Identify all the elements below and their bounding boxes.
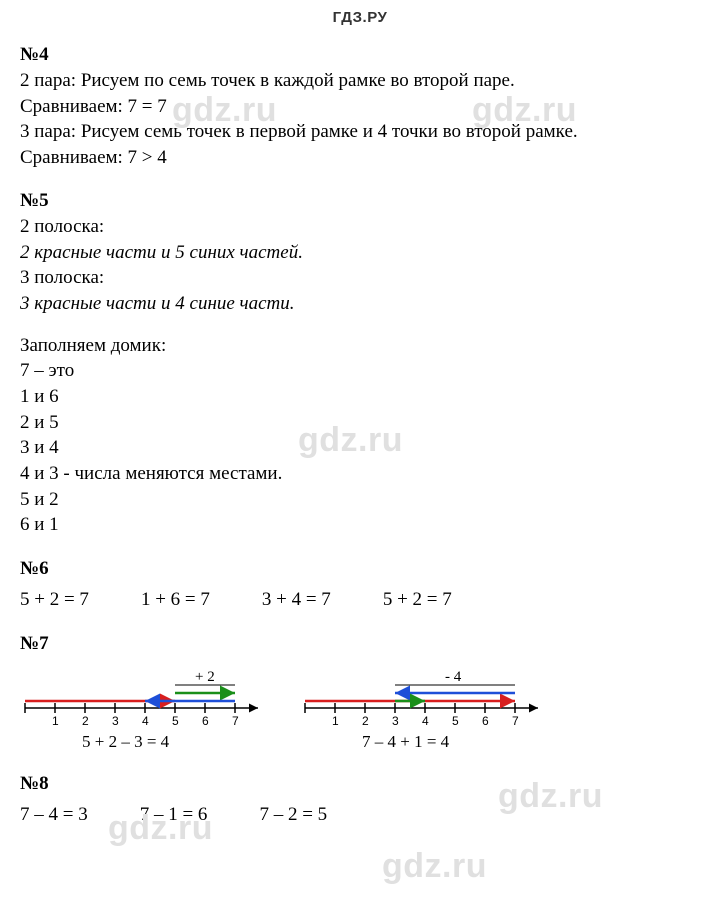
tick-label: 2	[362, 714, 369, 728]
numberline-1: 1 2 3 4 5 6 7 + 2 5 + 2 – 3 = 4	[20, 663, 270, 753]
heading-6: №6	[20, 556, 700, 582]
tick-label: 2	[82, 714, 89, 728]
text-line: 2 пара: Рисуем по семь точек в каждой ра…	[20, 68, 700, 94]
text-line: 3 красные части и 4 синие части.	[20, 291, 700, 317]
tick-label: 5	[172, 714, 179, 728]
op-label: + 2	[195, 669, 215, 685]
expression: 5 + 2 – 3 = 4	[82, 732, 170, 751]
equation: 7 – 2 = 5	[259, 802, 327, 828]
tick-label: 1	[52, 714, 59, 728]
text-line: 2 полоска:	[20, 214, 700, 240]
tick-label: 4	[422, 714, 429, 728]
numberline-2: 1 2 3 4 5 6 7 - 4 7 – 4 + 1 = 4	[300, 663, 550, 753]
tick-label: 1	[332, 714, 339, 728]
section-5: №5 2 полоска: 2 красные части и 5 синих …	[20, 188, 700, 537]
equation-row: 5 + 2 = 7 1 + 6 = 7 3 + 4 = 7 5 + 2 = 7	[20, 587, 700, 613]
text-line: 4 и 3 - числа меняются местами.	[20, 461, 700, 487]
tick-label: 6	[482, 714, 489, 728]
text-line: Сравниваем: 7 > 4	[20, 145, 700, 171]
text-line: 3 полоска:	[20, 265, 700, 291]
text-line: 3 и 4	[20, 435, 700, 461]
text-line: 3 пара: Рисуем семь точек в первой рамке…	[20, 119, 700, 145]
section-6: №6 5 + 2 = 7 1 + 6 = 7 3 + 4 = 7 5 + 2 =…	[20, 556, 700, 613]
tick-label: 6	[202, 714, 209, 728]
equation: 5 + 2 = 7	[383, 587, 452, 613]
equation: 7 – 4 = 3	[20, 802, 88, 828]
text-line: 6 и 1	[20, 512, 700, 538]
text-line: Сравниваем: 7 = 7	[20, 94, 700, 120]
equation: 5 + 2 = 7	[20, 587, 89, 613]
equation: 3 + 4 = 7	[262, 587, 331, 613]
op-label: - 4	[445, 669, 462, 685]
text-line: 2 и 5	[20, 410, 700, 436]
tick-label: 4	[142, 714, 149, 728]
heading-8: №8	[20, 771, 700, 797]
text-line: 7 – это	[20, 358, 700, 384]
equation: 7 – 1 = 6	[140, 802, 208, 828]
heading-5: №5	[20, 188, 700, 214]
page: ГДЗ.РУ №4 2 пара: Рисуем по семь точек в…	[0, 0, 720, 866]
tick-label: 3	[392, 714, 399, 728]
tick-label: 7	[512, 714, 519, 728]
section-7: №7	[20, 631, 700, 753]
tick-label: 3	[112, 714, 119, 728]
heading-4: №4	[20, 42, 700, 68]
numberline-row: 1 2 3 4 5 6 7 + 2 5 + 2 – 3 = 4	[20, 663, 700, 753]
site-title: ГДЗ.РУ	[20, 8, 700, 28]
tick-label: 7	[232, 714, 239, 728]
heading-7: №7	[20, 631, 700, 657]
section-4: №4 2 пара: Рисуем по семь точек в каждой…	[20, 42, 700, 170]
text-line: 1 и 6	[20, 384, 700, 410]
tick-label: 5	[452, 714, 459, 728]
text-line: 2 красные части и 5 синих частей.	[20, 240, 700, 266]
expression: 7 – 4 + 1 = 4	[362, 732, 450, 751]
text-line: Заполняем домик:	[20, 333, 700, 359]
section-8: №8 7 – 4 = 3 7 – 1 = 6 7 – 2 = 5	[20, 771, 700, 828]
equation-row: 7 – 4 = 3 7 – 1 = 6 7 – 2 = 5	[20, 802, 700, 828]
equation: 1 + 6 = 7	[141, 587, 210, 613]
text-line: 5 и 2	[20, 487, 700, 513]
